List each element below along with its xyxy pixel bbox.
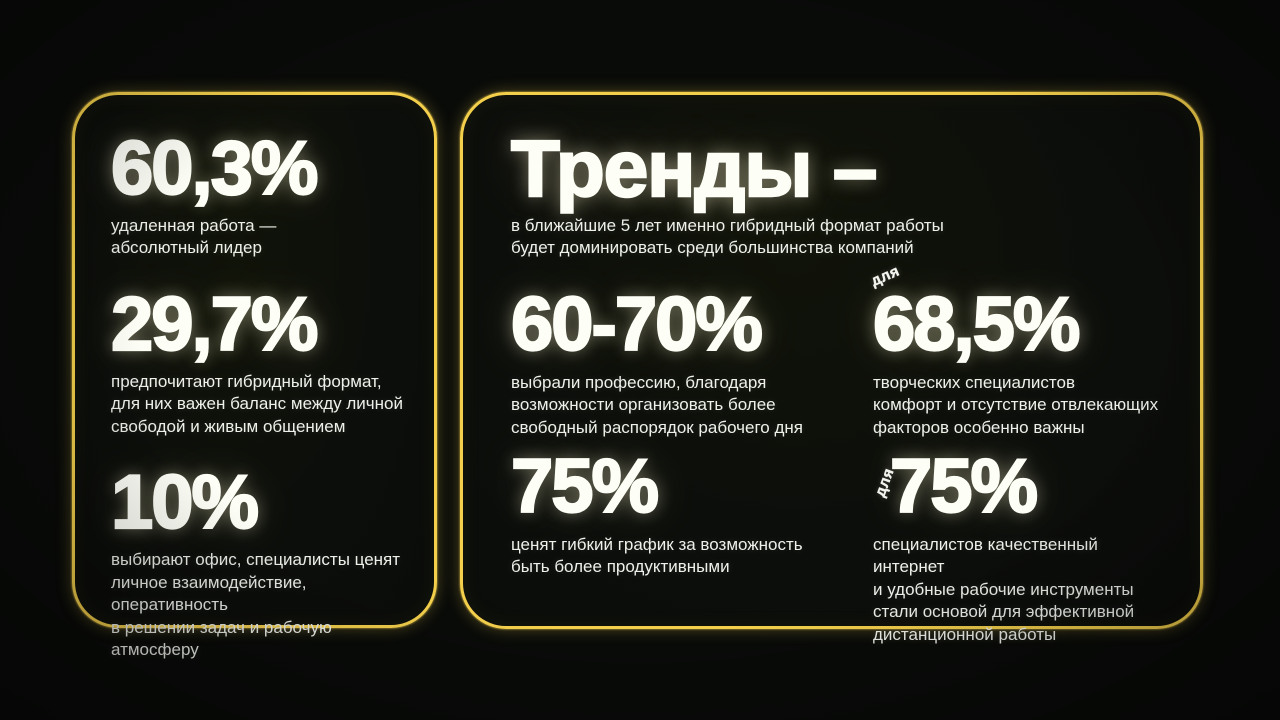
stat-value: для 75% <box>871 443 1039 529</box>
stat-value: 10% <box>110 460 260 546</box>
stat-flexible-schedule: 75% ценят гибкий график за возможность б… <box>510 443 873 646</box>
trends-panel: Тренды – в ближайшие 5 лет именно гибрид… <box>460 92 1203 644</box>
stat-remote-work: 60,3% удаленная работа — абсолютный лиде… <box>110 126 410 260</box>
stat-caption: предпочитают гибридный формат, для них в… <box>111 371 403 436</box>
stat-hybrid-format: 29,7% предпочитают гибридный формат, для… <box>110 281 410 438</box>
stat-office-choice: 10% выбирают офис, специалисты ценят лич… <box>110 460 410 661</box>
stat-value: 29,7% <box>110 281 320 367</box>
panel-title: Тренды – <box>510 124 879 213</box>
stat-profession-choice: 60-70% выбрали профессию, благодаря возм… <box>510 281 873 449</box>
stat-caption: творческих специалистов комфорт и отсутс… <box>873 372 1159 437</box>
stat-value: для 68,5% <box>868 262 1081 363</box>
panel-subtitle: в ближайшие 5 лет именно гибридный форма… <box>511 216 944 258</box>
stat-caption: специалистов качественный интернет и удо… <box>873 534 1135 644</box>
stat-caption: выбрали профессию, благодаря возможности… <box>511 372 803 437</box>
stat-internet-tools: для 75% специалистов качественный интерн… <box>871 443 1166 646</box>
stat-value: 60,3% <box>110 126 320 211</box>
trends-stats-grid: 60-70% выбрали профессию, благодаря возм… <box>510 262 1166 646</box>
stat-value-text: 68,5% <box>872 281 1082 367</box>
left-stats-panel: 60,3% удаленная работа — абсолютный лиде… <box>72 92 437 659</box>
stat-caption: выбирают офис, специалисты ценят личное … <box>111 550 401 659</box>
stat-caption: ценят гибкий график за возможность быть … <box>511 534 803 577</box>
stat-creative-specialists: для 68,5% творческих специалистов комфор… <box>868 262 1166 449</box>
stat-value-text: 75% <box>889 443 1039 529</box>
stat-value: 75% <box>510 443 660 529</box>
stat-caption: удаленная работа — абсолютный лидер <box>111 216 277 258</box>
stat-value: 60-70% <box>510 281 764 367</box>
